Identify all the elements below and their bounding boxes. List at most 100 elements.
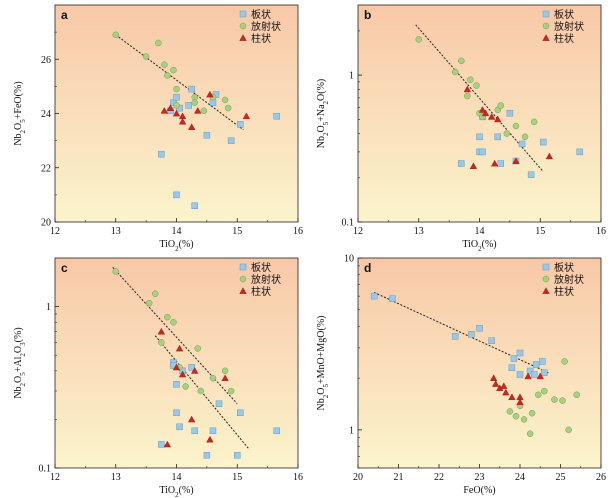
data-point-circle <box>458 57 465 65</box>
data-point-triangle <box>500 382 508 389</box>
data-point-square <box>209 427 217 435</box>
x-tick-label: 12 <box>50 472 60 483</box>
data-point-square <box>389 295 396 302</box>
data-point-square <box>188 85 195 93</box>
data-point-circle <box>161 61 168 68</box>
data-point-square <box>508 364 516 371</box>
series-triangle <box>157 327 229 448</box>
data-point-circle <box>191 93 198 101</box>
y-tick-label: 26 <box>41 55 51 66</box>
x-tick-label: 16 <box>596 226 606 237</box>
data-point-triangle <box>175 344 184 352</box>
data-point-triangle <box>512 157 520 164</box>
data-point-square <box>203 131 211 139</box>
data-point-circle <box>145 299 153 307</box>
data-point-square <box>476 325 483 332</box>
data-point-circle <box>151 290 159 298</box>
series-triangle <box>463 85 554 169</box>
x-tick-label: 13 <box>111 226 121 237</box>
data-point-triangle <box>516 398 524 405</box>
data-point-triangle <box>172 363 181 371</box>
data-point-triangle <box>508 393 516 400</box>
data-point-square <box>237 121 244 128</box>
data-point-triangle <box>166 104 175 111</box>
legend-marker-square <box>542 263 550 271</box>
y-axis-title: Nb2O5+MnO+MgO(%) <box>316 316 330 411</box>
data-point-triangle <box>491 159 499 167</box>
x-axis-title: TiO2(%) <box>462 239 496 253</box>
y-tick-label: 0.1 <box>39 464 52 475</box>
legend-marker-circle <box>239 275 247 283</box>
x-axis-title: TiO2(%) <box>159 239 193 253</box>
data-point-circle <box>473 82 480 89</box>
data-point-triangle <box>242 112 251 120</box>
x-tick-label: 20 <box>353 472 363 483</box>
legend-label: 板状 <box>251 261 271 274</box>
trend-line <box>115 34 244 131</box>
data-point-square <box>209 99 217 106</box>
data-point-triangle <box>206 90 214 98</box>
legend-marker-circle <box>239 22 247 30</box>
series-triangle <box>160 90 251 130</box>
data-point-square <box>173 191 180 199</box>
data-point-circle <box>182 383 189 390</box>
data-point-circle <box>155 39 162 47</box>
data-point-triangle <box>463 85 471 93</box>
data-point-triangle <box>469 162 478 169</box>
data-point-square <box>237 409 244 416</box>
data-point-square <box>191 427 198 435</box>
data-point-circle <box>194 345 202 352</box>
data-point-triangle <box>194 107 202 114</box>
data-point-square <box>458 160 465 167</box>
data-point-square <box>506 109 514 117</box>
data-point-circle <box>561 358 568 365</box>
data-point-square <box>273 427 280 435</box>
x-tick-label: 13 <box>414 226 424 237</box>
series-square <box>370 292 548 378</box>
data-point-square <box>451 333 459 340</box>
x-tick-label: 24 <box>515 472 525 483</box>
y-tick-label: 1 <box>46 302 51 313</box>
data-point-circle <box>227 387 235 395</box>
series-triangle <box>490 372 544 405</box>
data-point-square <box>541 369 548 376</box>
data-point-circle <box>512 413 520 420</box>
data-point-square <box>185 102 192 109</box>
data-point-square <box>227 137 235 144</box>
x-tick-label: 14 <box>172 472 182 483</box>
panel-label: c <box>61 261 68 275</box>
legend-label: 板状 <box>251 8 271 21</box>
data-point-circle <box>451 68 459 76</box>
data-point-square <box>526 367 534 375</box>
data-point-circle <box>142 53 150 60</box>
data-point-circle <box>565 426 572 434</box>
data-point-circle <box>503 130 511 137</box>
panel-d: d 20 21 22 23 24 25 26 1 10 FeO(%) Nb2O5+MnO+MgO(%)… <box>316 254 606 497</box>
legend-label: 柱状 <box>251 285 271 298</box>
x-tick-label: 26 <box>596 472 606 483</box>
data-point-circle <box>464 92 471 100</box>
legend-label: 柱状 <box>251 32 271 45</box>
legend-marker-triangle <box>542 287 550 294</box>
data-point-triangle <box>481 109 490 117</box>
data-point-triangle <box>524 372 532 380</box>
panel-b: b 12 13 14 15 16 0.1 1 TiO2(%) Nb2O5+Na2O(%) 板状放射状… <box>316 4 606 253</box>
legend-label: 放射状 <box>251 273 281 286</box>
data-point-circle <box>209 374 217 382</box>
series-circle <box>506 358 580 437</box>
data-point-square <box>191 202 198 209</box>
x-tick-label: 21 <box>394 472 404 483</box>
data-point-triangle <box>536 372 544 380</box>
legend-marker-triangle <box>239 34 247 41</box>
data-point-square <box>527 171 535 178</box>
data-point-square <box>370 292 378 300</box>
y-tick-label: 20 <box>41 218 51 229</box>
data-point-circle <box>221 96 229 104</box>
y-axis-title: Nb2O5+FeO(%) <box>13 81 27 145</box>
data-point-circle <box>467 76 474 83</box>
data-point-square <box>176 423 183 431</box>
x-tick-label: 14 <box>475 226 485 237</box>
data-point-square <box>173 381 180 388</box>
data-point-circle <box>526 430 534 437</box>
